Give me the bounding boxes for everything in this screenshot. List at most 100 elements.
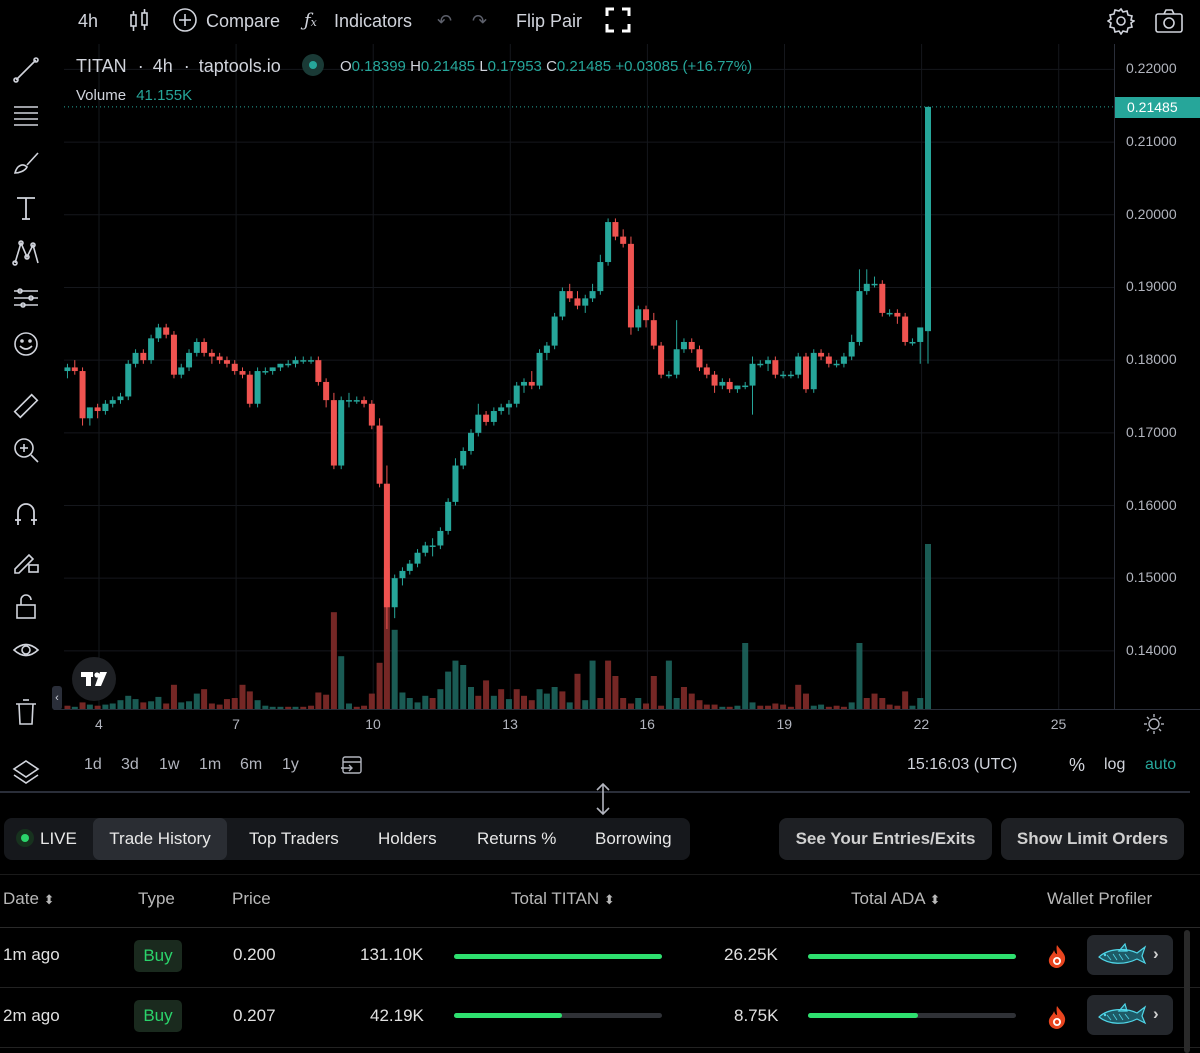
eye-icon[interactable] bbox=[8, 632, 44, 668]
range-3d[interactable]: 3d bbox=[121, 756, 139, 773]
volume-bar bbox=[86, 704, 93, 709]
date-header[interactable]: Date ⬍ bbox=[3, 889, 55, 909]
tab-holders[interactable]: Holders bbox=[378, 829, 437, 848]
volume-bar bbox=[566, 702, 573, 709]
live-label: LIVE bbox=[40, 829, 77, 848]
time-tick-label: 4 bbox=[95, 716, 103, 732]
open-value: 0.18399 bbox=[351, 58, 406, 75]
tab-returns[interactable]: Returns % bbox=[477, 829, 557, 848]
goto-date-icon[interactable] bbox=[340, 754, 364, 776]
titan-amount-bar bbox=[454, 954, 662, 959]
volume-bar bbox=[772, 703, 779, 709]
volume-bar bbox=[833, 705, 840, 709]
candle-body bbox=[909, 341, 916, 344]
brightness-icon[interactable] bbox=[1143, 713, 1165, 735]
tab-top-traders[interactable]: Top Traders bbox=[249, 829, 339, 848]
emoji-icon[interactable] bbox=[8, 326, 44, 362]
total-titan-header[interactable]: Total TITAN ⬍ bbox=[511, 889, 615, 909]
wallet-profiler-button[interactable]: › bbox=[1087, 995, 1173, 1035]
volume-bar bbox=[94, 705, 101, 709]
ruler-icon[interactable] bbox=[8, 388, 44, 424]
show-limit-orders-button[interactable]: Show Limit Orders bbox=[1001, 818, 1184, 860]
percent-scale-button[interactable]: % bbox=[1069, 755, 1086, 775]
zoom-in-icon[interactable] bbox=[8, 432, 44, 468]
interval-button[interactable]: 4h bbox=[78, 11, 99, 31]
legend-dot: · bbox=[183, 56, 190, 76]
trend-line-icon[interactable] bbox=[8, 52, 44, 88]
undo-icon[interactable]: ↶ bbox=[437, 11, 453, 31]
candle-body bbox=[513, 385, 520, 404]
candlestick-chart[interactable] bbox=[0, 0, 1200, 790]
fib-retracement-icon[interactable] bbox=[8, 98, 44, 134]
wallet-profiler-button[interactable]: › bbox=[1087, 935, 1173, 975]
volume-bar bbox=[376, 662, 383, 709]
volume-bar bbox=[140, 702, 147, 709]
volume-bar bbox=[254, 700, 261, 709]
tab-live[interactable]: LIVE bbox=[6, 818, 89, 860]
pattern-icon[interactable] bbox=[8, 234, 44, 270]
unlock-icon[interactable] bbox=[8, 588, 44, 624]
close-value: 0.21485 bbox=[556, 58, 612, 75]
legend-symbol: TITAN bbox=[76, 56, 127, 76]
tradingview-logo-icon[interactable] bbox=[72, 657, 116, 701]
candles-icon[interactable] bbox=[128, 8, 150, 34]
volume-bar bbox=[125, 695, 132, 709]
range-1d[interactable]: 1d bbox=[84, 756, 102, 773]
candle-body bbox=[445, 501, 452, 531]
range-1m[interactable]: 1m bbox=[199, 756, 222, 773]
time-tick-label: 7 bbox=[232, 716, 240, 732]
range-1y[interactable]: 1y bbox=[282, 756, 299, 773]
candle-body bbox=[368, 403, 375, 426]
indicators-button[interactable]: Indicators bbox=[334, 11, 413, 31]
price-axis[interactable] bbox=[1114, 44, 1200, 709]
time-tick-label: 19 bbox=[776, 716, 793, 732]
range-1w[interactable]: 1w bbox=[159, 756, 180, 773]
range-6m[interactable]: 6m bbox=[240, 756, 263, 773]
log-scale-button[interactable]: log bbox=[1104, 756, 1126, 773]
fx-icon[interactable]: ƒx bbox=[304, 10, 317, 31]
forecast-icon[interactable] bbox=[8, 280, 44, 316]
volume-bar bbox=[414, 702, 421, 709]
candle-body bbox=[627, 243, 634, 328]
compare-plus-icon[interactable] bbox=[172, 7, 198, 33]
volume-bar bbox=[262, 705, 269, 709]
camera-icon[interactable] bbox=[1154, 8, 1184, 34]
text-tool-icon[interactable] bbox=[8, 190, 44, 226]
compare-button[interactable]: Compare bbox=[206, 11, 281, 31]
fullscreen-icon[interactable] bbox=[605, 7, 631, 33]
candle-body bbox=[673, 349, 680, 375]
candle-body bbox=[551, 316, 558, 346]
trash-icon[interactable] bbox=[8, 694, 44, 730]
resize-handle-icon[interactable] bbox=[592, 781, 614, 817]
redo-icon[interactable]: ↷ bbox=[472, 11, 488, 31]
type-header: Type bbox=[138, 889, 175, 908]
volume-bar bbox=[765, 705, 772, 709]
auto-scale-button[interactable]: auto bbox=[1145, 756, 1177, 773]
change-value: +0.03085 (+16.77%) bbox=[615, 58, 753, 75]
tab-trade-history[interactable]: Trade History bbox=[93, 818, 227, 860]
table-row[interactable]: 1m ago Buy 0.200 131.10K 26.25K › bbox=[0, 927, 1200, 988]
volume-value: 41.155K bbox=[136, 87, 193, 104]
flip-pair-button[interactable]: Flip Pair bbox=[516, 11, 583, 31]
lock-drawing-icon[interactable] bbox=[8, 542, 44, 578]
tab-borrowing[interactable]: Borrowing bbox=[595, 829, 672, 848]
layers-icon[interactable] bbox=[8, 754, 44, 790]
row-type-badge: Buy bbox=[134, 940, 182, 972]
see-entries-exits-button[interactable]: See Your Entries/Exits bbox=[779, 818, 992, 860]
total-ada-header[interactable]: Total ADA ⬍ bbox=[851, 889, 940, 909]
settings-gear-icon[interactable] bbox=[1106, 7, 1136, 36]
brush-icon[interactable] bbox=[8, 144, 44, 180]
low-value: 0.17953 bbox=[487, 58, 542, 75]
collapse-toolbar-button[interactable]: ‹ bbox=[52, 686, 62, 710]
volume-bar bbox=[460, 665, 467, 709]
table-scrollbar[interactable] bbox=[1184, 930, 1190, 1053]
sort-icon: ⬍ bbox=[603, 892, 615, 907]
candle-body bbox=[383, 483, 390, 608]
volume-bar bbox=[170, 684, 177, 709]
utc-clock[interactable]: 15:16:03 (UTC) bbox=[907, 756, 1018, 773]
magnet-icon[interactable] bbox=[8, 496, 44, 532]
candle-body bbox=[490, 411, 497, 422]
volume-bar bbox=[742, 643, 749, 709]
table-row[interactable]: 2m ago Buy 0.207 42.19K 8.75K › bbox=[0, 987, 1200, 1048]
candle-body bbox=[886, 312, 893, 315]
